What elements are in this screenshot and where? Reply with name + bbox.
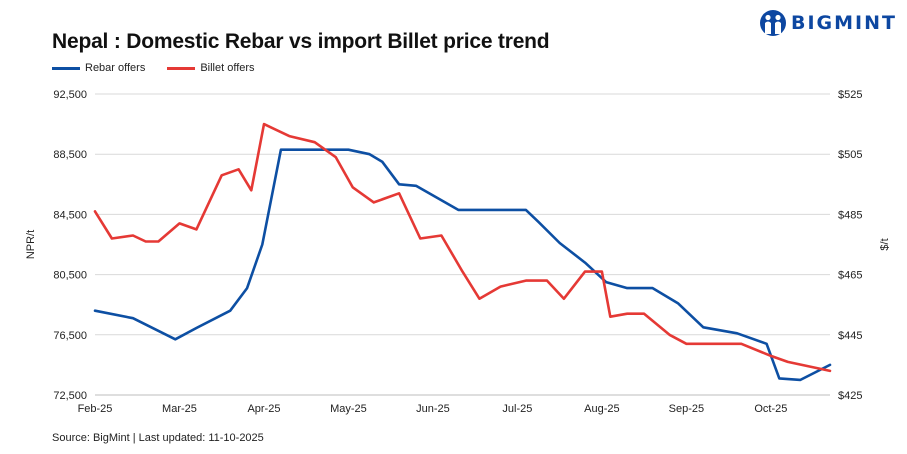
series-line-billet xyxy=(93,122,832,373)
y2-tick-label: $485 xyxy=(838,209,862,221)
x-tick-label: Feb-25 xyxy=(78,403,113,415)
y-tick-label: 76,500 xyxy=(53,330,87,342)
x-tick-label: May-25 xyxy=(330,403,367,415)
brand-logo: BIGMINT xyxy=(759,8,897,38)
series-line-rebar xyxy=(93,148,832,382)
x-tick-label: Jul-25 xyxy=(502,403,532,415)
chart-title: Nepal : Domestic Rebar vs import Billet … xyxy=(52,30,550,53)
y2-tick-label: $445 xyxy=(838,330,862,342)
legend-item-rebar: Rebar offers xyxy=(52,62,145,74)
bigmint-people-icon xyxy=(760,10,786,36)
x-tick-label: Jun-25 xyxy=(416,403,450,415)
legend-item-billet: Billet offers xyxy=(167,62,255,74)
x-tick-label: Mar-25 xyxy=(162,403,197,415)
y-tick-label: 80,500 xyxy=(53,270,87,282)
x-tick-label: Aug-25 xyxy=(584,403,619,415)
chart-legend: Rebar offers Billet offers xyxy=(52,62,277,74)
legend-label-rebar: Rebar offers xyxy=(85,62,146,74)
y2-axis-label: $/t xyxy=(879,238,891,250)
x-tick-label: Sep-25 xyxy=(669,403,704,415)
y-tick-label: 84,500 xyxy=(53,209,87,221)
legend-swatch-rebar xyxy=(52,66,80,70)
legend-swatch-billet xyxy=(167,66,196,70)
y2-tick-label: $465 xyxy=(838,270,862,282)
brand-name: BIGMINT xyxy=(791,12,897,34)
y2-tick-label: $425 xyxy=(838,390,862,402)
y-axis-label: NPR/t xyxy=(25,230,37,259)
y-tick-label: 92,500 xyxy=(53,89,87,101)
y-tick-label: 88,500 xyxy=(53,149,87,161)
x-tick-label: Oct-25 xyxy=(754,403,787,415)
y2-tick-label: $505 xyxy=(838,149,862,161)
y-tick-label: 72,500 xyxy=(53,390,87,402)
legend-label-billet: Billet offers xyxy=(200,62,255,74)
source-footer: Source: BigMint | Last updated: 11-10-20… xyxy=(52,432,264,444)
x-tick-label: Apr-25 xyxy=(247,403,280,415)
y2-tick-label: $525 xyxy=(838,89,862,101)
